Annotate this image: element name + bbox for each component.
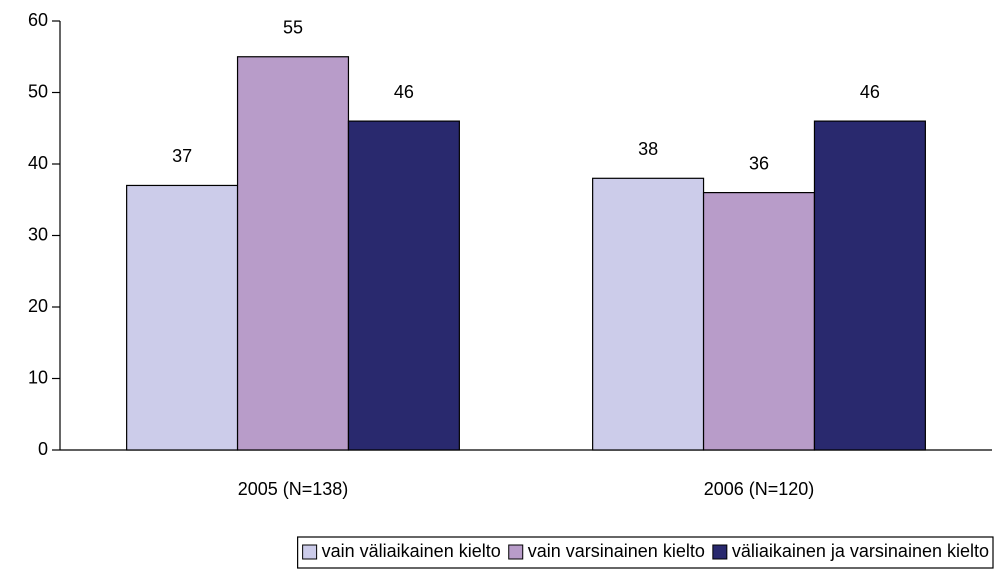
data-label: 55 [283,18,303,38]
legend-label: vain varsinainen kielto [528,541,705,561]
y-tick-label: 60 [28,10,48,30]
y-tick-label: 10 [28,367,48,387]
bar [236,56,350,451]
y-tick-label: 50 [28,81,48,101]
y-tick-label: 30 [28,224,48,244]
legend-label: vain väliaikainen kielto [322,541,501,561]
y-tick-label: 20 [28,296,48,316]
data-label: 36 [749,153,769,173]
legend-swatch [712,544,728,560]
bar [347,120,460,451]
legend-label: väliaikainen ja varsinainen kielto [732,541,989,561]
data-label: 37 [172,146,192,166]
legend-swatch [302,544,318,560]
legend-box [297,536,994,569]
legend-swatch [508,544,524,560]
bar [126,184,239,451]
bar [813,120,926,451]
x-tick-label: 2006 (N=120) [704,479,815,499]
y-tick-label: 40 [28,153,48,173]
data-label: 46 [394,82,414,102]
x-tick-label: 2005 (N=138) [238,479,349,499]
data-label: 46 [860,82,880,102]
legend: vain väliaikainen kielto vain varsinainen… [297,536,994,569]
bar [702,192,816,451]
bar [592,177,705,451]
data-label: 38 [638,139,658,159]
y-tick-label: 0 [38,439,48,459]
